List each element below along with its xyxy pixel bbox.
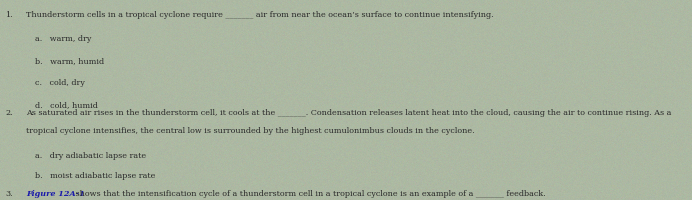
Text: d.   cold, humid: d. cold, humid	[35, 101, 98, 109]
Text: Thunderstorm cells in a tropical cyclone require _______ air from near the ocean: Thunderstorm cells in a tropical cyclone…	[26, 11, 494, 19]
Text: b.   moist adiabatic lapse rate: b. moist adiabatic lapse rate	[35, 171, 155, 179]
Text: tropical cyclone intensifies, the central low is surrounded by the highest cumul: tropical cyclone intensifies, the centra…	[26, 126, 475, 134]
Text: shows that the intensification cycle of a thunderstorm cell in a tropical cyclon: shows that the intensification cycle of …	[73, 189, 545, 197]
Text: As saturated air rises in the thunderstorm cell, it cools at the _______. Conden: As saturated air rises in the thundersto…	[26, 108, 672, 116]
Text: Figure 12A-1: Figure 12A-1	[26, 189, 85, 197]
Text: a.   dry adiabatic lapse rate: a. dry adiabatic lapse rate	[35, 151, 146, 159]
Text: 1.: 1.	[6, 11, 13, 19]
Text: c.   cold, dry: c. cold, dry	[35, 79, 84, 87]
Text: b.   warm, humid: b. warm, humid	[35, 57, 104, 65]
Text: 2.: 2.	[6, 108, 13, 116]
Text: 3.: 3.	[6, 189, 13, 197]
Text: a.   warm, dry: a. warm, dry	[35, 35, 91, 43]
